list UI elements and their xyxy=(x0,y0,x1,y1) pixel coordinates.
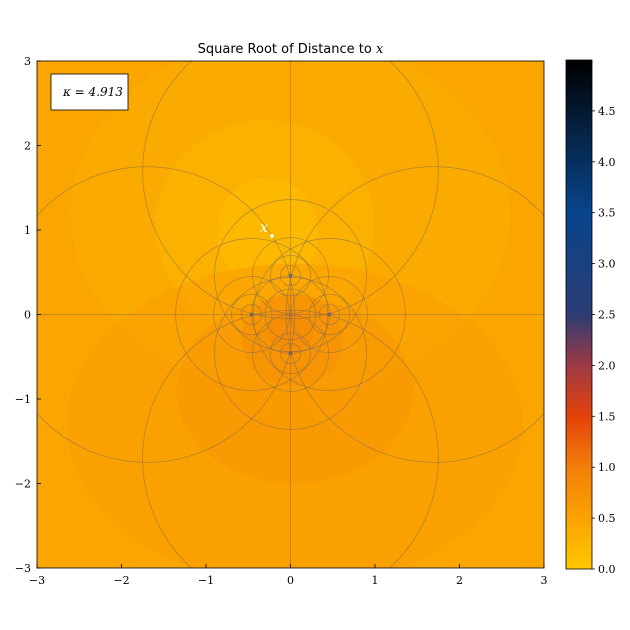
heatmap-region xyxy=(216,177,319,288)
colorbar-tick-label: 3.0 xyxy=(598,258,616,271)
colorbar-tick-label: 1.0 xyxy=(598,461,616,474)
grid-circle xyxy=(290,276,368,353)
singular-point xyxy=(249,312,254,317)
grid-circle xyxy=(269,254,312,297)
y-tick-label: 2 xyxy=(24,140,31,153)
grid-circle xyxy=(37,166,296,463)
grid-circle xyxy=(252,314,329,392)
grid-circle xyxy=(279,265,302,287)
colorbar-tick-label: 1.5 xyxy=(598,410,616,423)
kappa-value: κ = 4.913 xyxy=(62,85,123,99)
kappa-legend-box xyxy=(50,73,129,111)
x-tick-label: 2 xyxy=(456,574,463,587)
x-axis: −3 −2 −1 0 1 2 3 xyxy=(29,564,548,587)
grid-circle xyxy=(252,237,329,315)
grid-circle xyxy=(308,293,351,336)
kappa-legend: κ = 4.913 xyxy=(50,73,129,111)
singular-point xyxy=(327,312,332,317)
x-tick-label: 0 xyxy=(287,574,294,587)
colorbar-tick-label: 3.5 xyxy=(598,207,616,220)
x-tick-label: 3 xyxy=(541,574,548,587)
colorbar-tick-label: 2.5 xyxy=(598,309,616,322)
colorbar-tick-label: 0.5 xyxy=(598,512,616,525)
y-tick-label: −2 xyxy=(15,478,31,491)
grid-circle xyxy=(213,276,291,353)
target-point-label: x xyxy=(260,220,268,236)
x-tick-label: −2 xyxy=(113,574,129,587)
colorbar: 0.0 0.5 1.0 1.5 2.0 2.5 3.0 3.5 4.0 4.5 xyxy=(565,59,616,576)
x-tick-label: −1 xyxy=(198,574,214,587)
singular-point xyxy=(288,273,293,278)
y-tick-label: 0 xyxy=(24,309,31,322)
y-tick-label: −3 xyxy=(15,562,31,575)
y-tick-label: −1 xyxy=(15,393,31,406)
y-tick-label: 3 xyxy=(24,55,31,68)
grid-circle xyxy=(142,309,439,568)
y-tick-label: 1 xyxy=(24,224,31,237)
grid-circle xyxy=(285,166,544,463)
grid-circle xyxy=(230,293,273,336)
target-point-marker xyxy=(270,234,274,238)
y-axis: −3 −2 −1 0 1 2 3 xyxy=(15,55,41,575)
heatmap-plot-area: x xyxy=(37,61,544,568)
chart-title-text: Square Root of Distance to xyxy=(198,42,372,57)
colorbar-tick-label: 0.0 xyxy=(598,563,616,576)
grid-circle xyxy=(264,288,317,341)
x-tick-label: 1 xyxy=(372,574,379,587)
colorbar-gradient xyxy=(565,59,593,570)
x-tick-label: −3 xyxy=(29,574,45,587)
chart-title: Square Root of Distance to x xyxy=(198,42,384,57)
singular-point xyxy=(288,351,293,356)
colorbar-tick-label: 2.0 xyxy=(598,359,616,372)
colorbar-tick-label: 4.0 xyxy=(598,156,616,169)
grid-circle xyxy=(318,303,340,326)
chart-title-variable: x xyxy=(376,42,384,57)
grid-circle xyxy=(241,303,263,326)
grid-circle xyxy=(142,61,439,320)
grid-circle xyxy=(269,332,312,375)
colorbar-tick-label: 4.5 xyxy=(598,105,616,118)
colorbar-ticks: 0.0 0.5 1.0 1.5 2.0 2.5 3.0 3.5 4.0 4.5 xyxy=(592,105,616,576)
grid-circle xyxy=(279,342,302,364)
